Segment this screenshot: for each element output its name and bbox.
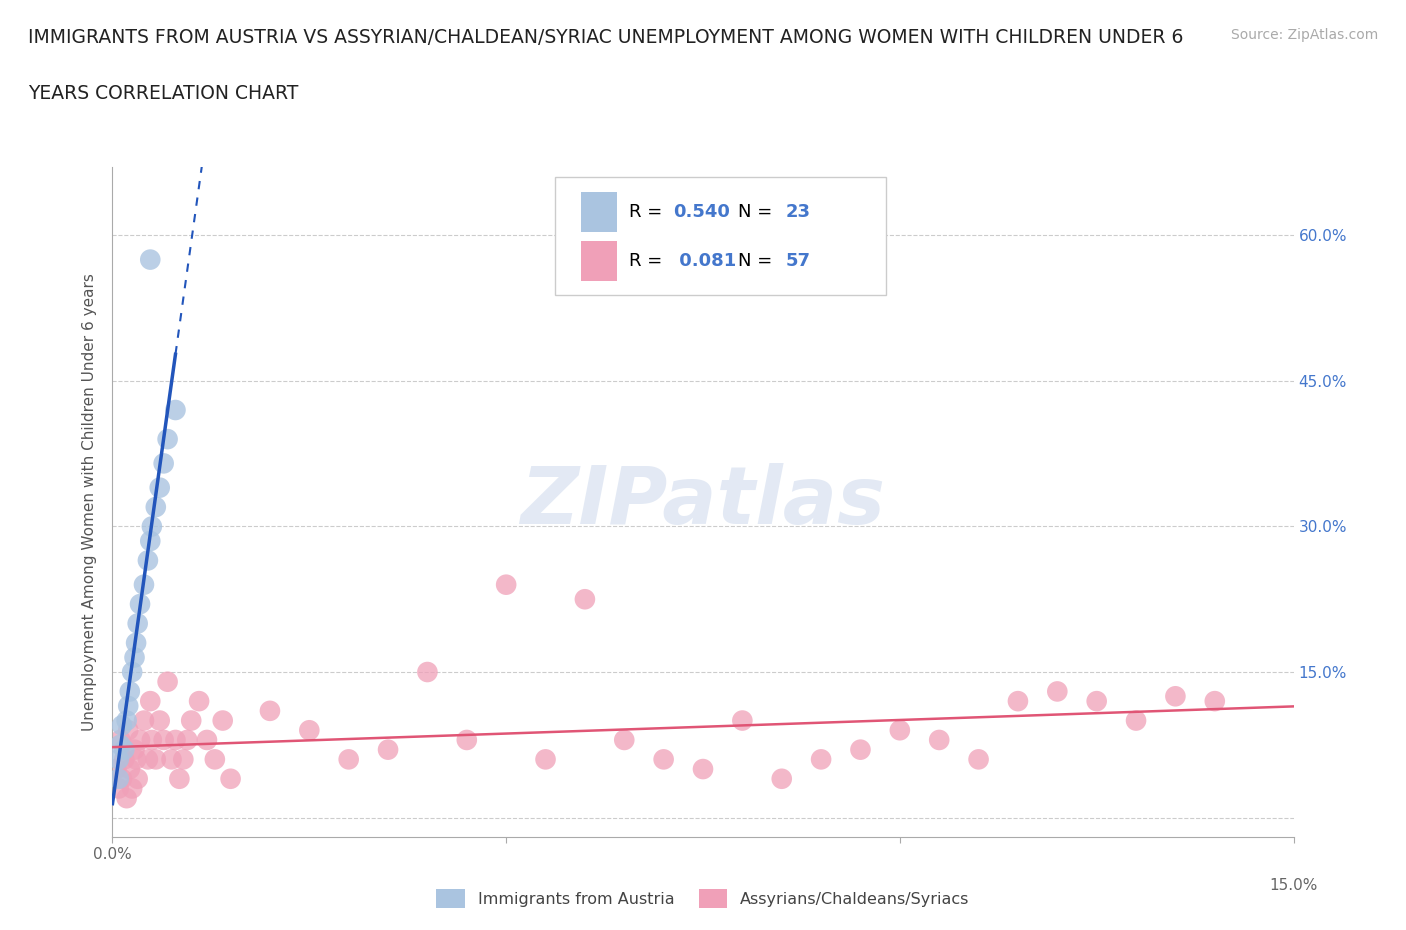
Point (121, 781, 143, 796)
Point (124, 742, 146, 757)
Text: IMMIGRANTS FROM AUSTRIA VS ASSYRIAN/CHALDEAN/SYRIAC UNEMPLOYMENT AMONG WOMEN WIT: IMMIGRANTS FROM AUSTRIA VS ASSYRIAN/CHAL… (28, 28, 1184, 46)
Text: R =: R = (628, 252, 668, 270)
Text: 15.0%: 15.0% (1270, 878, 1317, 893)
Point (692, 762, 714, 777)
Point (613, 733, 636, 748)
Point (149, 480, 172, 495)
Point (1085, 694, 1108, 709)
Point (165, 403, 187, 418)
Text: Source: ZipAtlas.com: Source: ZipAtlas.com (1230, 28, 1378, 42)
Point (129, 733, 152, 748)
Point (731, 713, 754, 728)
FancyBboxPatch shape (555, 178, 886, 295)
Point (129, 597, 152, 612)
Point (259, 703, 281, 718)
Point (1007, 694, 1029, 709)
Point (211, 713, 233, 728)
Point (121, 665, 143, 680)
Point (127, 771, 149, 786)
Point (139, 252, 162, 267)
Point (456, 733, 478, 748)
Point (849, 742, 872, 757)
Point (117, 698, 139, 713)
Point (115, 790, 138, 805)
FancyBboxPatch shape (581, 241, 617, 281)
Point (141, 519, 163, 534)
Point (172, 752, 194, 767)
Point (180, 713, 202, 728)
Text: 23: 23 (786, 204, 811, 221)
Text: 0.081: 0.081 (673, 252, 737, 270)
Point (149, 713, 172, 728)
Point (127, 616, 149, 631)
Point (1125, 713, 1147, 728)
Point (152, 456, 174, 471)
Point (145, 499, 167, 514)
Point (117, 723, 139, 737)
Point (652, 752, 675, 767)
Point (136, 752, 159, 767)
Point (125, 752, 148, 767)
Point (111, 718, 134, 733)
Point (112, 752, 135, 767)
Point (928, 733, 950, 748)
Point (188, 694, 211, 709)
FancyBboxPatch shape (581, 193, 617, 232)
Point (156, 432, 179, 446)
Point (219, 771, 242, 786)
Point (377, 742, 399, 757)
Point (298, 723, 321, 737)
Point (107, 781, 129, 796)
Point (176, 733, 198, 748)
Point (156, 674, 179, 689)
Point (132, 578, 155, 592)
Point (118, 684, 141, 698)
Point (889, 723, 911, 737)
Point (770, 771, 793, 786)
Text: N =: N = (738, 204, 779, 221)
Point (169, 771, 191, 786)
Point (810, 752, 832, 767)
Point (141, 733, 163, 748)
Point (115, 713, 138, 728)
Point (416, 665, 439, 680)
Point (1164, 689, 1187, 704)
Point (967, 752, 990, 767)
Point (136, 553, 159, 568)
Point (132, 713, 155, 728)
Point (124, 650, 146, 665)
Point (160, 752, 183, 767)
Point (204, 752, 226, 767)
Point (152, 733, 174, 748)
Point (107, 771, 129, 786)
Point (111, 771, 134, 786)
Point (107, 752, 129, 767)
Point (125, 635, 148, 650)
Point (574, 591, 596, 606)
Point (110, 733, 132, 748)
Point (495, 578, 517, 592)
Legend: Immigrants from Austria, Assyrians/Chaldeans/Syriacs: Immigrants from Austria, Assyrians/Chald… (429, 881, 977, 916)
Point (105, 762, 128, 777)
Text: ZIPatlas: ZIPatlas (520, 463, 886, 541)
Point (337, 752, 360, 767)
Point (1046, 684, 1069, 698)
Y-axis label: Unemployment Among Women with Children Under 6 years: Unemployment Among Women with Children U… (82, 273, 97, 731)
Text: 57: 57 (786, 252, 811, 270)
Text: 0.540: 0.540 (673, 204, 730, 221)
Point (112, 742, 135, 757)
Point (139, 534, 162, 549)
Point (118, 762, 141, 777)
Point (165, 733, 187, 748)
Point (195, 733, 218, 748)
Text: N =: N = (738, 252, 779, 270)
Point (145, 752, 167, 767)
Text: YEARS CORRELATION CHART: YEARS CORRELATION CHART (28, 84, 298, 102)
Point (110, 737, 132, 752)
Point (139, 694, 162, 709)
Point (1204, 694, 1226, 709)
Point (534, 752, 557, 767)
Text: R =: R = (628, 204, 668, 221)
